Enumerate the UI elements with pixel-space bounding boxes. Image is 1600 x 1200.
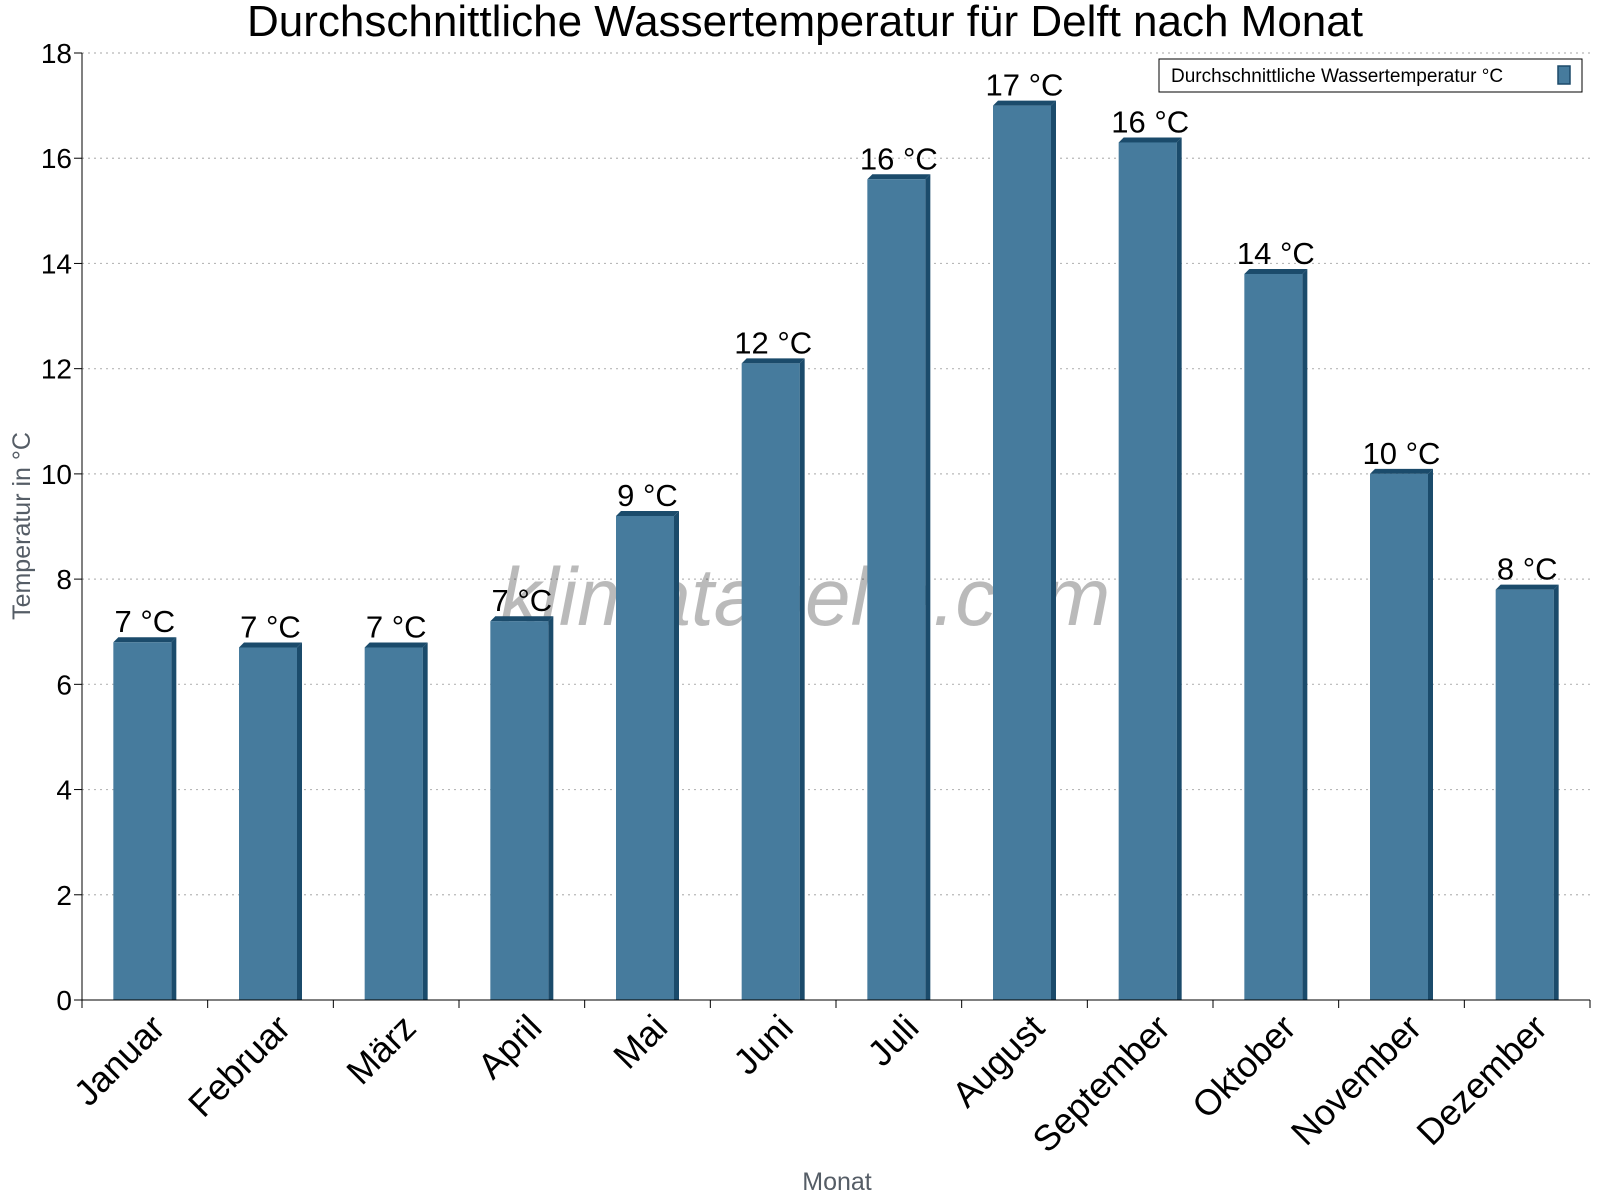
- y-tick-label: 0: [56, 985, 72, 1016]
- y-tick-label: 18: [41, 38, 72, 69]
- x-tick-label: Juli: [859, 1007, 926, 1074]
- bar-side: [1176, 137, 1182, 1000]
- bar-front: [239, 647, 297, 1000]
- y-tick-label: 16: [41, 143, 72, 174]
- legend-swatch: [1557, 65, 1571, 85]
- y-axis-label: Temperatur in °C: [8, 432, 36, 620]
- bar-front: [1118, 142, 1177, 1000]
- legend: Durchschnittliche Wassertemperatur °C: [1158, 58, 1583, 93]
- bar-top: [867, 174, 931, 180]
- bar: [741, 358, 805, 1001]
- bar-value-label: 7 °C: [115, 604, 176, 639]
- bar-front: [1370, 473, 1428, 1000]
- bar: [616, 510, 679, 1000]
- bar-side: [171, 637, 177, 1000]
- bar: [993, 100, 1056, 1001]
- bar-front: [1244, 273, 1303, 1000]
- bar-value-label: 7 °C: [492, 583, 553, 618]
- bar-top: [364, 642, 428, 648]
- bar-top: [239, 642, 302, 648]
- bar-side: [1553, 584, 1559, 1000]
- x-axis-label: Monat: [802, 1168, 872, 1196]
- bar-side: [1428, 468, 1433, 1000]
- y-tick-label: 10: [41, 459, 72, 490]
- bar-side: [925, 174, 931, 1000]
- bar-value-label: 10 °C: [1363, 436, 1441, 471]
- y-tick-label: 6: [56, 669, 72, 700]
- gridlines: [82, 52, 1590, 896]
- y-tick-label: 14: [41, 248, 72, 279]
- x-tick-label: Mai: [605, 1007, 675, 1077]
- bar-value-label: 17 °C: [986, 68, 1064, 103]
- bar-side: [1302, 268, 1308, 1000]
- bar: [490, 616, 554, 1000]
- bar: [1118, 137, 1182, 1000]
- bar: [867, 174, 931, 1000]
- bar-side: [422, 642, 428, 1000]
- bar-side: [1051, 100, 1056, 1001]
- x-tick-label: Februar: [180, 1007, 298, 1125]
- bar-front: [1495, 589, 1554, 1000]
- x-tick-label: Oktober: [1184, 1007, 1304, 1127]
- bar-front: [993, 105, 1051, 1001]
- x-tick-label: Dezember: [1408, 1007, 1554, 1153]
- x-tick-label: April: [470, 1007, 550, 1087]
- y-tick-label: 2: [56, 880, 72, 911]
- bar-value-label: 12 °C: [734, 325, 812, 360]
- bar-top: [113, 637, 177, 643]
- y-tick-label: 4: [56, 775, 72, 806]
- y-tick-label: 12: [41, 354, 72, 385]
- bar-front: [616, 515, 674, 1000]
- bar-top: [1244, 268, 1308, 274]
- bar: [364, 642, 428, 1000]
- bar-front: [741, 363, 800, 1001]
- x-tick-label: Juni: [725, 1007, 801, 1083]
- bar-front: [867, 179, 926, 1000]
- x-tick-label: Januar: [66, 1007, 173, 1114]
- chart-title: Durchschnittliche Wassertemperatur für D…: [247, 0, 1363, 46]
- bar-top: [993, 100, 1056, 106]
- bar-value-label: 9 °C: [617, 478, 678, 513]
- bar-value-label: 14 °C: [1237, 236, 1315, 271]
- bar-side: [799, 358, 805, 1001]
- x-tick-label: September: [1024, 1007, 1178, 1161]
- bar-value-label: 16 °C: [860, 141, 938, 176]
- bar: [113, 637, 177, 1000]
- bar-front: [113, 642, 172, 1000]
- bar-front: [364, 647, 423, 1000]
- bar: [1495, 584, 1559, 1000]
- x-tick-label: August: [944, 1007, 1052, 1115]
- bar-front: [490, 621, 549, 1000]
- bar: [1370, 468, 1433, 1000]
- x-tick-label: März: [338, 1007, 424, 1093]
- bar-top: [1495, 584, 1559, 590]
- bar-top: [490, 616, 554, 622]
- data-labels: 7 °C 7 °C 7 °C 7 °C 9 °C 12 °C 16 °C 17 °C 16 °C…: [115, 68, 1558, 645]
- bar-side: [548, 616, 554, 1000]
- bar-value-label: 7 °C: [240, 610, 301, 645]
- x-tick-label: November: [1283, 1007, 1429, 1153]
- bar-value-label: 7 °C: [366, 610, 427, 645]
- bar-top: [741, 358, 805, 364]
- bars: [113, 100, 1559, 1001]
- bar: [1244, 268, 1308, 1000]
- bar-top: [616, 510, 679, 516]
- y-tick-label: 8: [56, 564, 72, 595]
- bar-top: [1370, 468, 1433, 474]
- bar-side: [674, 510, 679, 1000]
- bar: [239, 642, 302, 1000]
- bar-value-label: 8 °C: [1497, 552, 1558, 587]
- bar-top: [1118, 137, 1182, 143]
- legend-box: [1158, 58, 1583, 93]
- legend-label: Durchschnittliche Wassertemperatur °C: [1171, 66, 1503, 87]
- bar-side: [297, 642, 302, 1000]
- bar-value-label: 16 °C: [1111, 104, 1189, 139]
